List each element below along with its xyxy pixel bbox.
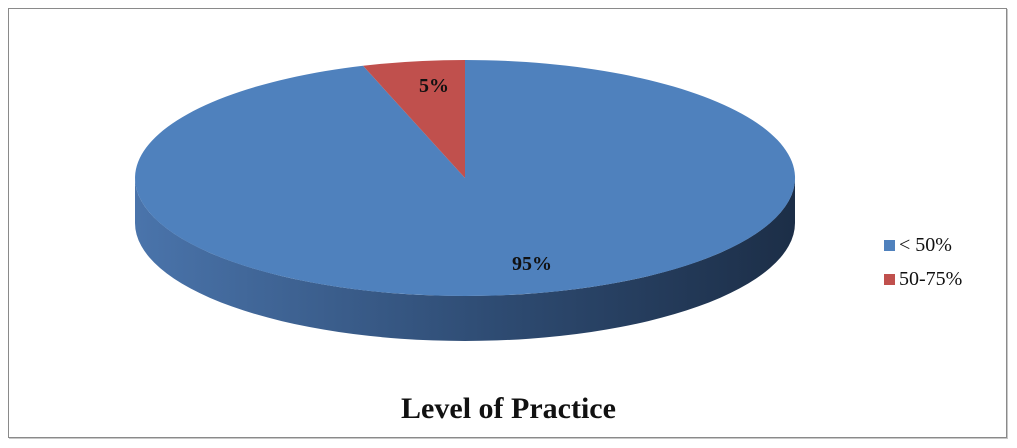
chart-title: Level of Practice xyxy=(401,392,616,425)
legend: < 50% 50-75% xyxy=(884,228,962,296)
legend-label: 50-75% xyxy=(899,267,963,290)
slice-under-50 xyxy=(135,59,796,296)
legend-label: < 50% xyxy=(899,233,952,256)
data-label-under-50: 95% xyxy=(512,253,552,275)
data-label-50-75: 5% xyxy=(419,75,449,97)
legend-swatch xyxy=(884,273,895,285)
pie-slices xyxy=(135,59,796,296)
legend-item-under-50: < 50% xyxy=(884,228,962,262)
legend-item-50-75: 50-75% xyxy=(884,262,962,296)
slice-50-75 xyxy=(363,60,465,178)
legend-swatch xyxy=(884,239,895,251)
pie-side xyxy=(135,178,795,341)
